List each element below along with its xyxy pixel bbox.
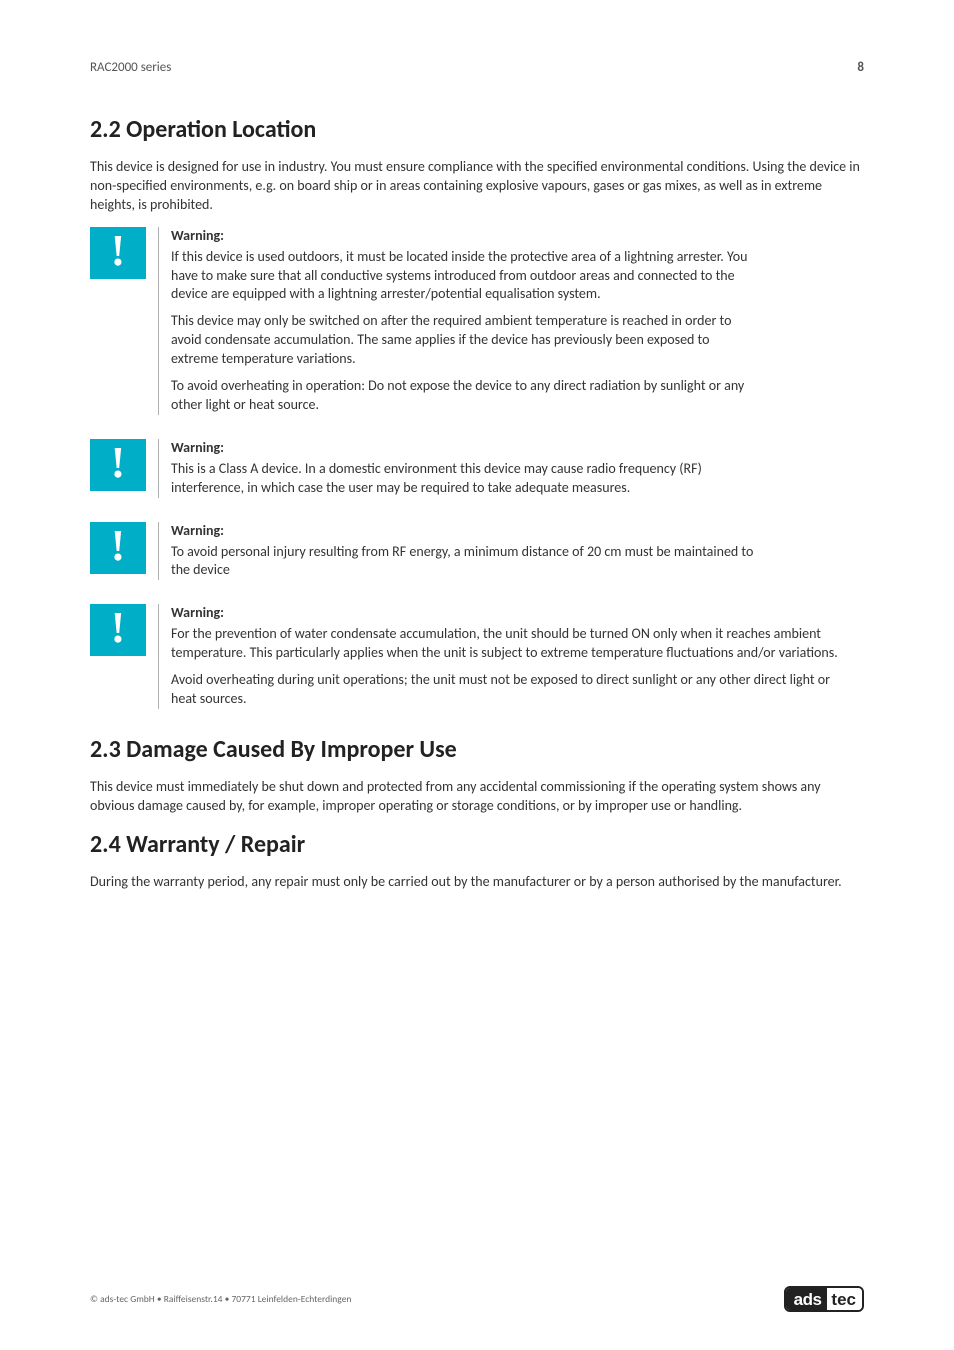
warning-paragraph: To avoid personal injury resulting from … [171, 543, 754, 581]
warning-paragraph: Avoid overheating during unit operations… [171, 671, 854, 709]
warning-icon: ! [90, 227, 146, 279]
warning-text-1: Warning: If this device is used outdoors… [158, 227, 864, 415]
section-2-4-body: During the warranty period, any repair m… [90, 873, 864, 892]
adstec-logo: ads tec [784, 1286, 864, 1312]
section-2-3-body: This device must immediately be shut dow… [90, 778, 864, 816]
warning-block-1: ! Warning: If this device is used outdoo… [90, 227, 864, 415]
warning-block-2: ! Warning: This is a Class A device. In … [90, 439, 864, 498]
warning-icon: ! [90, 439, 146, 491]
warning-icon: ! [90, 604, 146, 656]
page-footer: © ads-tec GmbH • Raiffeisenstr.14 • 7077… [90, 1286, 864, 1312]
warning-icon: ! [90, 522, 146, 574]
series-label: RAC2000 series [90, 60, 171, 75]
warning-paragraph: For the prevention of water condensate a… [171, 625, 854, 663]
warning-title: Warning: [171, 227, 754, 244]
warning-text-3: Warning: To avoid personal injury result… [158, 522, 864, 581]
warning-title: Warning: [171, 604, 854, 621]
warning-block-4: ! Warning: For the prevention of water c… [90, 604, 864, 709]
warning-text-2: Warning: This is a Class A device. In a … [158, 439, 864, 498]
logo-light-part: tec [827, 1288, 862, 1310]
copyright-text: © ads-tec GmbH • Raiffeisenstr.14 • 7077… [90, 1293, 351, 1305]
warning-block-3: ! Warning: To avoid personal injury resu… [90, 522, 864, 581]
warning-text-4: Warning: For the prevention of water con… [158, 604, 864, 709]
warning-paragraph: If this device is used outdoors, it must… [171, 248, 754, 305]
warning-paragraph: This device may only be switched on afte… [171, 312, 754, 369]
section-2-2-intro: This device is designed for use in indus… [90, 158, 864, 215]
section-2-4-title: 2.4 Warranty / Repair [90, 830, 864, 859]
warning-paragraph: This is a Class A device. In a domestic … [171, 460, 754, 498]
section-2-2-title: 2.2 Operation Location [90, 115, 864, 144]
page-header: RAC2000 series 8 [90, 60, 864, 75]
logo-dark-part: ads [786, 1288, 828, 1310]
warning-paragraph: To avoid overheating in operation: Do no… [171, 377, 754, 415]
section-2-3-title: 2.3 Damage Caused By Improper Use [90, 735, 864, 764]
warning-title: Warning: [171, 522, 754, 539]
warning-title: Warning: [171, 439, 754, 456]
page-number: 8 [857, 60, 864, 75]
